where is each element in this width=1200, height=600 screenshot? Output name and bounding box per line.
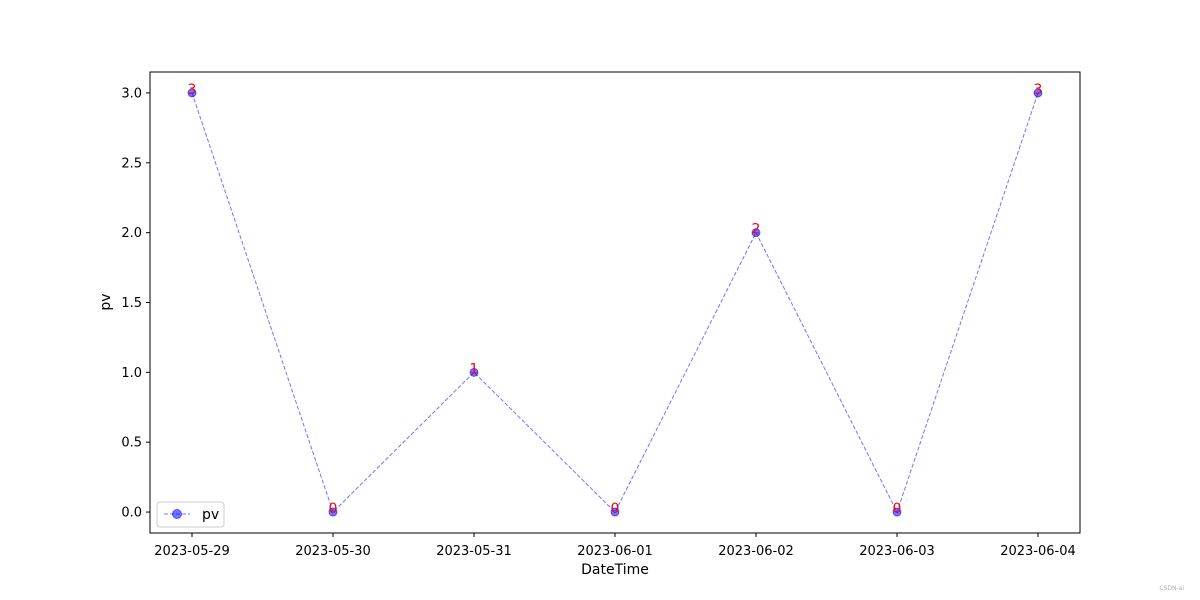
legend: pv <box>156 501 225 528</box>
legend-box <box>156 501 225 528</box>
data-point <box>328 507 338 517</box>
y-tick-label: 0.0 <box>121 506 142 521</box>
x-tick-label: 2023-05-31 <box>436 544 512 559</box>
x-tick-label: 2023-06-01 <box>577 544 653 559</box>
plot-area <box>149 71 1081 534</box>
x-tick-label: 2023-05-30 <box>295 544 371 559</box>
watermark: CSDN-ai <box>1159 585 1184 592</box>
data-label: 0 <box>611 501 620 517</box>
y-tick-label: 1.0 <box>121 366 142 381</box>
x-tick-label: 2023-05-29 <box>154 544 230 559</box>
y-tick-label: 3.0 <box>121 86 142 101</box>
data-point <box>469 367 479 377</box>
y-tick-label: 2.0 <box>121 226 142 241</box>
data-label: 2 <box>752 222 761 238</box>
y-axis-label: pv <box>98 293 114 310</box>
y-axis: 0.0 0.5 1.0 1.5 2.0 2.5 3.0 <box>121 86 150 521</box>
data-point <box>187 88 197 98</box>
data-point <box>1033 88 1043 98</box>
x-tick-label: 2023-06-04 <box>1000 544 1076 559</box>
x-axis-label: DateTime <box>581 562 649 578</box>
data-labels: 3 0 1 0 2 0 3 <box>188 82 1043 517</box>
data-label: 1 <box>470 361 479 377</box>
y-tick-label: 2.5 <box>121 156 142 171</box>
x-axis: 2023-05-29 2023-05-30 2023-05-31 2023-06-01… <box>154 533 1076 559</box>
y-tick-label: 0.5 <box>121 436 142 451</box>
data-label: 3 <box>1034 82 1043 98</box>
legend-label-pv: pv <box>202 507 219 523</box>
data-label: 0 <box>893 501 902 517</box>
data-label: 0 <box>329 501 338 517</box>
data-point <box>610 507 620 517</box>
y-tick-label: 1.5 <box>121 296 142 311</box>
data-point <box>892 507 902 517</box>
x-tick-label: 2023-06-03 <box>859 544 935 559</box>
data-label: 3 <box>188 82 197 98</box>
x-tick-label: 2023-06-02 <box>718 544 794 559</box>
series-layer <box>187 88 1043 517</box>
data-point <box>751 228 761 238</box>
legend-marker-swatch <box>172 509 182 519</box>
